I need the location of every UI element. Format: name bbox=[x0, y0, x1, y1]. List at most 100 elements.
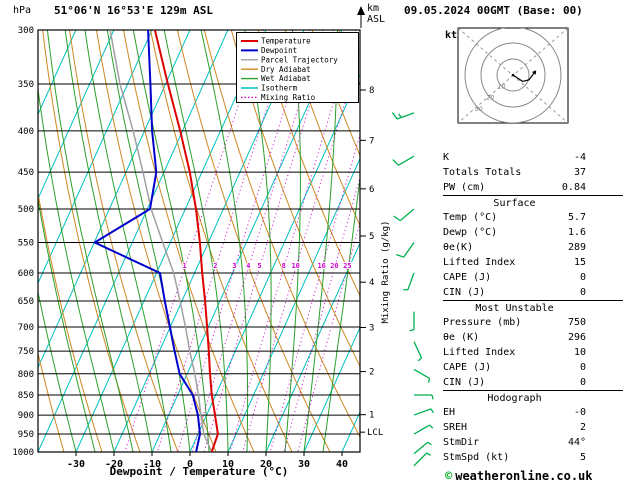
wet-adiabat-line bbox=[64, 30, 153, 452]
pressure-tick-label: 400 bbox=[18, 127, 34, 137]
station-title: 51°06'N 16°53'E 129m ASL bbox=[54, 4, 213, 17]
isotherm-line bbox=[303, 326, 360, 452]
stats-value: -0 bbox=[573, 407, 586, 418]
stats-label: Pressure (mb) bbox=[443, 317, 522, 328]
stats-row: Totals Totals 37 bbox=[443, 165, 623, 180]
stats-label: StmSpd (kt) bbox=[443, 452, 510, 463]
legend-label: Wet Adiabat bbox=[261, 74, 311, 83]
temp-tick-label: 40 bbox=[336, 459, 348, 470]
stats-section-title: Most Unstable bbox=[443, 300, 623, 315]
copyright-text: weatheronline.co.uk bbox=[455, 469, 593, 483]
legend-label: Mixing Ratio bbox=[261, 93, 316, 102]
wind-barb bbox=[414, 394, 434, 400]
pressure-unit-label: hPa bbox=[13, 5, 32, 16]
wind-barb bbox=[403, 272, 415, 291]
legend-label: Dry Adiabat bbox=[261, 65, 311, 74]
copyright-icon: © bbox=[445, 469, 453, 483]
stats-value: 0 bbox=[579, 377, 586, 388]
stats-value: 37 bbox=[573, 167, 586, 178]
km-tick-label: 7 bbox=[369, 136, 374, 146]
dry-adiabat-line bbox=[284, 30, 360, 227]
hodograph-trace bbox=[512, 73, 535, 83]
legend-box bbox=[236, 32, 359, 103]
stats-row: CIN (J) 0 bbox=[443, 285, 623, 300]
pressure-tick-label: 1000 bbox=[12, 448, 34, 458]
stats-label: CAPE (J) bbox=[443, 272, 492, 283]
stats-label: Lifted Index bbox=[443, 347, 516, 358]
dewpoint-curve bbox=[93, 30, 201, 452]
wind-barb bbox=[409, 311, 415, 332]
pressure-tick-label: 800 bbox=[18, 370, 34, 380]
plot-border bbox=[37, 29, 361, 453]
pressure-tick-label: 850 bbox=[18, 391, 34, 401]
stats-label: CIN (J) bbox=[443, 287, 486, 298]
stats-row: θe(K) 289 bbox=[443, 240, 623, 255]
isotherm-line bbox=[227, 157, 360, 452]
mixing-ratio-axis-label: Mixing Ratio (g/kg) bbox=[381, 221, 391, 324]
mixing-ratio-value-label: 16 bbox=[317, 262, 325, 270]
legend-label: Parcel Trajectory bbox=[261, 55, 338, 64]
stats-row: StmSpd (kt) 5 bbox=[443, 450, 623, 465]
stats-row: CAPE (J) 0 bbox=[443, 360, 623, 375]
dry-adiabat-line bbox=[257, 30, 360, 297]
stats-row: EH -0 bbox=[443, 405, 623, 420]
stats-label: Dewp (°C) bbox=[443, 227, 498, 238]
parcel-trajectory-curve bbox=[109, 30, 213, 452]
pressure-tick-label: 450 bbox=[18, 168, 34, 178]
mixing-ratio-value-label: 5 bbox=[257, 262, 261, 270]
isotherm-line bbox=[38, 30, 229, 452]
mixing-ratio-value-label: 8 bbox=[282, 262, 286, 270]
stats-label: SREH bbox=[443, 422, 468, 433]
temperature-curve bbox=[153, 30, 219, 452]
isotherm-line bbox=[265, 241, 360, 452]
pressure-tick-label: 500 bbox=[18, 205, 34, 215]
legend-label: Isotherm bbox=[261, 84, 298, 93]
stats-section-title: Hodograph bbox=[443, 390, 623, 405]
stats-row: PW (cm) 0.84 bbox=[443, 180, 623, 195]
temp-tick-label: 0 bbox=[187, 459, 193, 470]
temp-tick-label: -20 bbox=[105, 459, 123, 470]
stats-row: θe (K) 296 bbox=[443, 330, 623, 345]
mixing-ratio-line bbox=[297, 220, 360, 452]
hodograph-ring bbox=[480, 42, 546, 108]
datetime-label: 09.05.2024 00GMT (Base: 00) bbox=[404, 4, 583, 17]
hodograph-trace-arrowhead bbox=[531, 70, 537, 75]
asl-label: ASL bbox=[367, 14, 386, 25]
pressure-tick-label: 700 bbox=[18, 323, 34, 333]
pressure-tick-label: 300 bbox=[18, 26, 34, 36]
hodograph-unit-label: kt bbox=[445, 30, 457, 41]
stats-label: CAPE (J) bbox=[443, 362, 492, 373]
isotherm-line bbox=[75, 30, 267, 452]
stats-value: 750 bbox=[567, 317, 586, 328]
dry-adiabat-line bbox=[38, 351, 65, 452]
stats-label: Temp (°C) bbox=[443, 212, 498, 223]
pressure-tick-label: 350 bbox=[18, 80, 34, 90]
stats-label: StmDir bbox=[443, 437, 480, 448]
stats-value: 44° bbox=[567, 437, 586, 448]
stats-row: CAPE (J) 0 bbox=[443, 270, 623, 285]
km-tick-label: 5 bbox=[369, 232, 374, 242]
stats-value: 296 bbox=[567, 332, 586, 343]
dry-adiabat-line bbox=[311, 30, 360, 157]
wind-barb bbox=[413, 441, 432, 455]
km-tick-label: 2 bbox=[369, 368, 374, 378]
wind-barb bbox=[413, 341, 423, 362]
km-label: km bbox=[367, 3, 380, 14]
wind-barb bbox=[392, 155, 415, 166]
hodograph-ring bbox=[464, 28, 562, 123]
mixing-ratio-line bbox=[191, 30, 324, 452]
temp-tick-label: 30 bbox=[298, 459, 310, 470]
stats-row: StmDir 44° bbox=[443, 435, 623, 450]
skewt-chart: 3003504004505005506006507007508008509009… bbox=[12, 6, 435, 478]
wind-barb bbox=[413, 408, 435, 416]
stats-value: 0 bbox=[579, 272, 586, 283]
stats-panel: K -4 Totals Totals 37 PW (cm) 0.84 Surface Temp… bbox=[443, 150, 623, 465]
stats-label: θe(K) bbox=[443, 242, 474, 253]
mixing-ratio-value-label: 2 bbox=[213, 262, 217, 270]
km-tick-label: 4 bbox=[369, 278, 374, 288]
mixing-ratio-value-label: 4 bbox=[246, 262, 250, 270]
temp-tick-label: -30 bbox=[67, 459, 85, 470]
mixing-ratio-value-label: 25 bbox=[343, 262, 351, 270]
